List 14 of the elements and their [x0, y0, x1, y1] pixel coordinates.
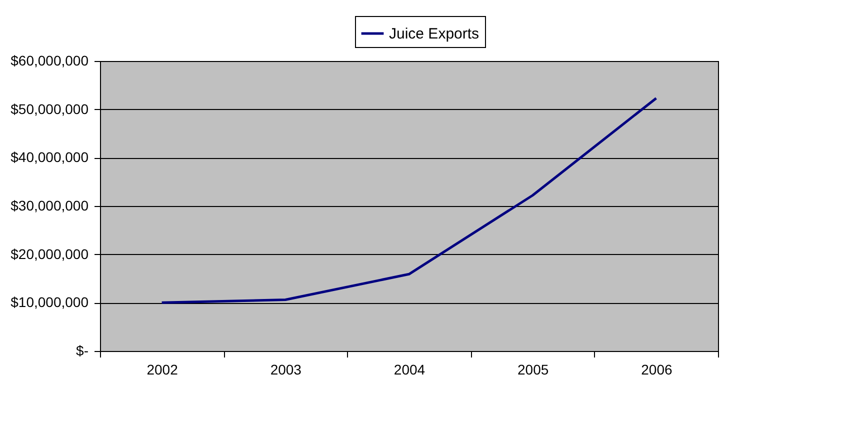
y-tick-label: $30,000,000	[10, 198, 89, 214]
y-tick-label: $-	[76, 342, 89, 358]
x-tick-label: 2005	[518, 362, 549, 378]
y-tick-label: $20,000,000	[10, 246, 89, 262]
y-tick-label: $50,000,000	[10, 100, 89, 117]
y-tick-label: $40,000,000	[10, 149, 89, 166]
x-tick-label: 2004	[394, 362, 426, 378]
x-tick-label: 2002	[146, 362, 178, 378]
legend-label: Juice Exports	[389, 26, 480, 42]
x-tick-label: 2003	[270, 362, 302, 378]
x-tick-label: 2006	[641, 362, 672, 378]
y-tick-label: $60,000,000	[10, 52, 89, 68]
y-tick-label: $10,000,000	[10, 294, 89, 310]
line-series	[160, 96, 658, 304]
